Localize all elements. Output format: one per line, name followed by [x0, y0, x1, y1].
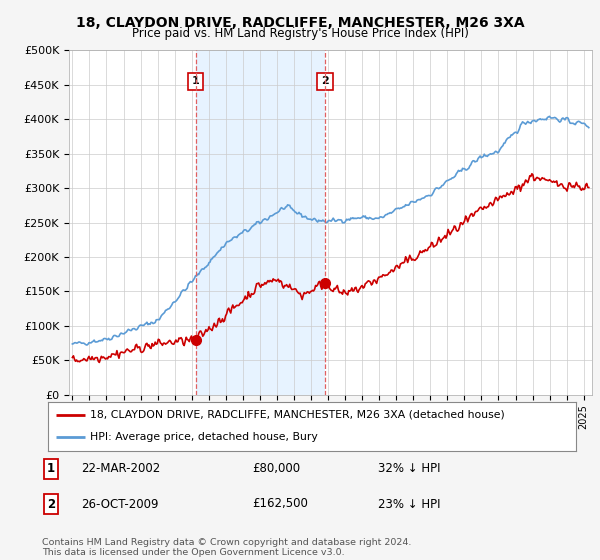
- Text: This data is licensed under the Open Government Licence v3.0.: This data is licensed under the Open Gov…: [42, 548, 344, 557]
- Text: 18, CLAYDON DRIVE, RADCLIFFE, MANCHESTER, M26 3XA (detached house): 18, CLAYDON DRIVE, RADCLIFFE, MANCHESTER…: [90, 410, 505, 420]
- Text: 2: 2: [321, 76, 329, 86]
- Text: 18, CLAYDON DRIVE, RADCLIFFE, MANCHESTER, M26 3XA: 18, CLAYDON DRIVE, RADCLIFFE, MANCHESTER…: [76, 16, 524, 30]
- Text: 1: 1: [192, 76, 199, 86]
- Text: HPI: Average price, detached house, Bury: HPI: Average price, detached house, Bury: [90, 432, 318, 442]
- Text: 22-MAR-2002: 22-MAR-2002: [81, 462, 160, 475]
- Text: 26-OCT-2009: 26-OCT-2009: [81, 497, 158, 511]
- Text: Price paid vs. HM Land Registry's House Price Index (HPI): Price paid vs. HM Land Registry's House …: [131, 27, 469, 40]
- Text: 2: 2: [47, 497, 55, 511]
- Text: 1: 1: [47, 462, 55, 475]
- Text: Contains HM Land Registry data © Crown copyright and database right 2024.: Contains HM Land Registry data © Crown c…: [42, 538, 412, 547]
- Text: 32% ↓ HPI: 32% ↓ HPI: [378, 462, 440, 475]
- Bar: [196, 50, 325, 395]
- Text: 23% ↓ HPI: 23% ↓ HPI: [378, 497, 440, 511]
- Text: £80,000: £80,000: [252, 462, 300, 475]
- Text: £162,500: £162,500: [252, 497, 308, 511]
